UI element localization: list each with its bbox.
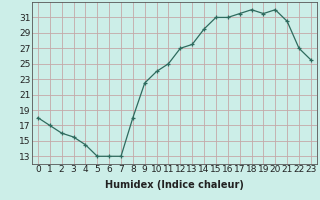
X-axis label: Humidex (Indice chaleur): Humidex (Indice chaleur) [105, 180, 244, 190]
